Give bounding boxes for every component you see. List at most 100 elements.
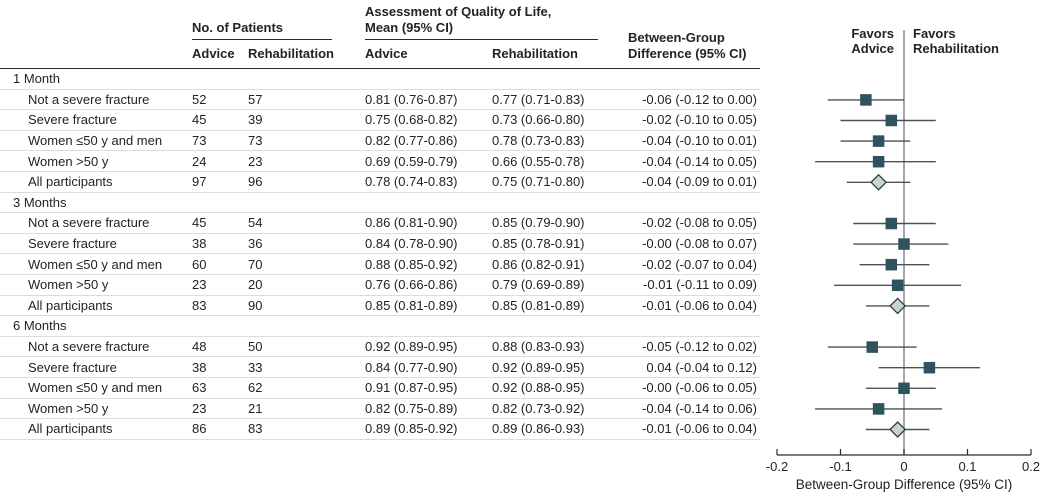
subheader-advice-mean: Advice <box>365 46 408 61</box>
pooled-diamond-marker <box>870 173 888 191</box>
x-axis: -0.2 -0.1 0 0.1 0.2 <box>766 449 1040 474</box>
mean-advice-value: 0.84 (0.77-0.90) <box>365 359 458 375</box>
col-group-quality-of-life-line2: Mean (95% CI) <box>365 20 454 35</box>
subheader-rehabilitation-mean: Rehabilitation <box>492 46 578 61</box>
row-label: Not a severe fracture <box>28 215 150 231</box>
x-axis-tick-label: 0 <box>900 459 907 474</box>
effect-square-marker <box>891 279 904 292</box>
mean-advice-value: 0.85 (0.81-0.89) <box>365 297 458 313</box>
mean-rehabilitation-value: 0.66 (0.55-0.78) <box>492 153 585 169</box>
difference-value: -0.02 (-0.10 to 0.05) <box>642 112 757 128</box>
n-advice-value: 52 <box>192 91 207 107</box>
n-advice-value: 63 <box>192 380 207 396</box>
x-axis-title: Between-Group Difference (95% CI) <box>795 477 1013 492</box>
row-label: Women >50 y <box>28 400 109 416</box>
mean-advice-value: 0.84 (0.78-0.90) <box>365 236 458 252</box>
difference-value: -0.04 (-0.10 to 0.01) <box>642 133 757 149</box>
n-rehabilitation-value: 70 <box>248 256 263 272</box>
row-label: Not a severe fracture <box>28 91 150 107</box>
mean-rehabilitation-value: 0.82 (0.73-0.92) <box>492 400 585 416</box>
section-row: 6 Months <box>0 316 760 337</box>
mean-advice-value: 0.91 (0.87-0.95) <box>365 380 458 396</box>
section-label: 6 Months <box>13 318 67 334</box>
table-row: Women >50 y 23 21 0.82 (0.75-0.89) 0.82 (0.7… <box>0 399 760 420</box>
subheader-advice-n: Advice <box>192 46 235 61</box>
col-group-difference-line2: Difference (95% CI) <box>628 46 747 61</box>
row-label: Women ≤50 y and men <box>28 256 163 272</box>
table-row: All participants 83 90 0.85 (0.81-0.89) 0.85… <box>0 296 760 317</box>
x-axis-tick-label: 0.1 <box>958 459 976 474</box>
favors-advice-line1: Favors <box>851 26 894 41</box>
col-group-quality-of-life: Assessment of Quality of Life, Mean (95%… <box>365 4 598 40</box>
n-rehabilitation-value: 50 <box>248 339 263 355</box>
section-row: 3 Months <box>0 193 760 214</box>
n-advice-value: 23 <box>192 277 207 293</box>
section-label: 3 Months <box>13 194 67 210</box>
mean-advice-value: 0.86 (0.81-0.90) <box>365 215 458 231</box>
x-axis-tick-label: -0.1 <box>829 459 851 474</box>
difference-value: -0.00 (-0.08 to 0.07) <box>642 236 757 252</box>
table-row: Not a severe fracture 52 57 0.81 (0.76-0.87… <box>0 90 760 111</box>
n-advice-value: 45 <box>192 112 207 128</box>
row-label: Severe fracture <box>28 112 117 128</box>
col-group-no-of-patients: No. of Patients <box>192 20 332 40</box>
mean-rehabilitation-value: 0.85 (0.78-0.91) <box>492 236 585 252</box>
effect-square-marker <box>885 217 898 230</box>
n-advice-value: 60 <box>192 256 207 272</box>
n-advice-value: 45 <box>192 215 207 231</box>
confidence-intervals <box>815 99 981 431</box>
difference-value: -0.05 (-0.12 to 0.02) <box>642 339 757 355</box>
n-rehabilitation-value: 62 <box>248 380 263 396</box>
favors-rehabilitation-label: Favors Rehabilitation <box>913 26 999 56</box>
difference-value: -0.04 (-0.09 to 0.01) <box>642 174 757 190</box>
n-rehabilitation-value: 39 <box>248 112 263 128</box>
effect-square-marker <box>923 361 936 374</box>
n-rehabilitation-value: 96 <box>248 174 263 190</box>
n-rehabilitation-value: 54 <box>248 215 263 231</box>
n-rehabilitation-value: 83 <box>248 421 263 437</box>
mean-advice-value: 0.82 (0.75-0.89) <box>365 400 458 416</box>
mean-rehabilitation-value: 0.85 (0.79-0.90) <box>492 215 585 231</box>
table-row: Women >50 y 24 23 0.69 (0.59-0.79) 0.66 (0.5… <box>0 151 760 172</box>
x-axis-tick-label: 0.2 <box>1022 459 1040 474</box>
n-advice-value: 73 <box>192 133 207 149</box>
n-rehabilitation-value: 90 <box>248 297 263 313</box>
col-group-difference-line1: Between-Group <box>628 30 725 45</box>
difference-value: -0.02 (-0.07 to 0.04) <box>642 256 757 272</box>
mean-rehabilitation-value: 0.89 (0.86-0.93) <box>492 421 585 437</box>
col-group-quality-of-life-line1: Assessment of Quality of Life, <box>365 4 552 19</box>
mean-rehabilitation-value: 0.73 (0.66-0.80) <box>492 112 585 128</box>
n-advice-value: 48 <box>192 339 207 355</box>
n-rehabilitation-value: 73 <box>248 133 263 149</box>
mean-rehabilitation-value: 0.79 (0.69-0.89) <box>492 277 585 293</box>
table-row: Women ≤50 y and men 63 62 0.91 (0.87-0.95) 0… <box>0 378 760 399</box>
mean-advice-value: 0.82 (0.77-0.86) <box>365 133 458 149</box>
favors-advice-line2: Advice <box>851 41 894 56</box>
mean-advice-value: 0.81 (0.76-0.87) <box>365 91 458 107</box>
difference-value: -0.01 (-0.06 to 0.04) <box>642 297 757 313</box>
difference-value: 0.04 (-0.04 to 0.12) <box>646 359 757 375</box>
mean-rehabilitation-value: 0.85 (0.81-0.89) <box>492 297 585 313</box>
difference-value: -0.02 (-0.08 to 0.05) <box>642 215 757 231</box>
x-axis-tick-label: -0.2 <box>766 459 788 474</box>
favors-advice-label: Favors Advice <box>851 26 894 56</box>
row-label: Women >50 y <box>28 277 109 293</box>
mean-advice-value: 0.76 (0.66-0.86) <box>365 277 458 293</box>
mean-rehabilitation-value: 0.86 (0.82-0.91) <box>492 256 585 272</box>
pooled-diamond-marker <box>889 297 907 315</box>
table-row: All participants 97 96 0.78 (0.74-0.83) 0.75… <box>0 172 760 193</box>
n-advice-value: 38 <box>192 236 207 252</box>
effect-square-marker <box>898 382 910 395</box>
table-row: Women ≤50 y and men 73 73 0.82 (0.77-0.86) 0… <box>0 131 760 152</box>
difference-value: -0.01 (-0.11 to 0.09) <box>643 277 757 293</box>
effect-square-marker <box>860 94 872 106</box>
table-header: No. of Patients Assessment of Quality of… <box>0 0 762 69</box>
difference-value: -0.00 (-0.06 to 0.05) <box>642 380 757 396</box>
col-group-between-group-difference: Between-Group Difference (95% CI) <box>628 30 761 62</box>
mean-rehabilitation-value: 0.88 (0.83-0.93) <box>492 339 585 355</box>
mean-advice-value: 0.89 (0.85-0.92) <box>365 421 458 437</box>
effect-square-marker <box>872 135 885 147</box>
row-label: Women >50 y <box>28 153 109 169</box>
difference-value: -0.01 (-0.06 to 0.04) <box>642 421 757 437</box>
